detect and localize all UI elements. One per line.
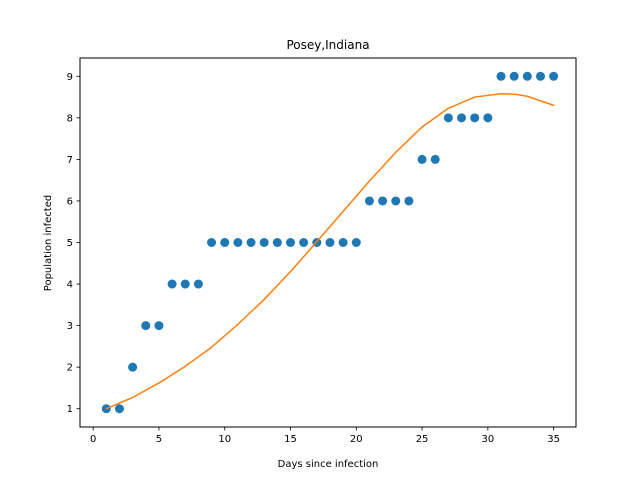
x-axis: 0 5 10 15 20 25 30 35 <box>90 427 560 445</box>
plot-area <box>101 71 559 414</box>
data-point <box>391 196 401 206</box>
data-point <box>141 321 151 331</box>
data-point <box>535 71 545 81</box>
x-axis-label: Days since infection <box>278 459 379 470</box>
x-tick-label: 20 <box>350 434 363 445</box>
data-point <box>522 71 532 81</box>
data-point <box>351 238 361 247</box>
chart-title: Posey,Indiana <box>286 38 369 52</box>
y-tick-label: 1 <box>67 404 73 415</box>
data-point <box>246 238 256 247</box>
data-point <box>549 71 559 81</box>
data-point <box>443 113 453 123</box>
data-point <box>207 238 217 247</box>
x-tick-label: 10 <box>218 434 231 445</box>
y-tick-label: 6 <box>67 196 73 207</box>
x-tick-label: 25 <box>416 434 429 445</box>
y-tick-label: 9 <box>67 72 73 83</box>
fit-line <box>105 92 555 410</box>
data-point <box>509 71 519 81</box>
data-point <box>404 196 414 206</box>
data-point <box>286 238 295 247</box>
y-axis: 1 2 3 4 5 6 7 8 9 <box>67 72 80 415</box>
data-point <box>430 154 440 164</box>
data-point <box>180 279 190 289</box>
x-tick-label: 0 <box>90 434 96 445</box>
x-tick-label: 30 <box>481 434 494 445</box>
data-point <box>457 113 467 123</box>
data-point <box>417 154 427 164</box>
y-tick-label: 2 <box>67 363 73 374</box>
y-tick-label: 8 <box>67 113 73 124</box>
data-point <box>259 238 269 247</box>
y-tick-label: 4 <box>67 280 73 291</box>
y-tick-label: 7 <box>67 155 73 166</box>
x-tick-label: 5 <box>156 434 162 445</box>
x-tick-label: 35 <box>547 434 560 445</box>
data-point <box>154 321 164 331</box>
data-point <box>470 113 480 123</box>
data-point <box>483 113 493 123</box>
data-point <box>496 71 506 81</box>
x-tick-label: 15 <box>284 434 297 445</box>
data-point <box>272 238 282 247</box>
data-point <box>128 362 138 372</box>
data-point <box>114 404 124 414</box>
y-axis-label: Population infected <box>43 195 54 291</box>
data-point <box>299 238 309 247</box>
data-point <box>167 279 177 289</box>
data-point <box>325 238 335 247</box>
data-point <box>220 238 230 247</box>
data-point <box>233 238 243 247</box>
data-point <box>338 238 348 247</box>
data-point <box>378 196 388 206</box>
y-tick-label: 5 <box>67 238 73 249</box>
data-point <box>193 279 203 289</box>
y-tick-label: 3 <box>67 321 73 332</box>
data-point <box>364 196 374 206</box>
